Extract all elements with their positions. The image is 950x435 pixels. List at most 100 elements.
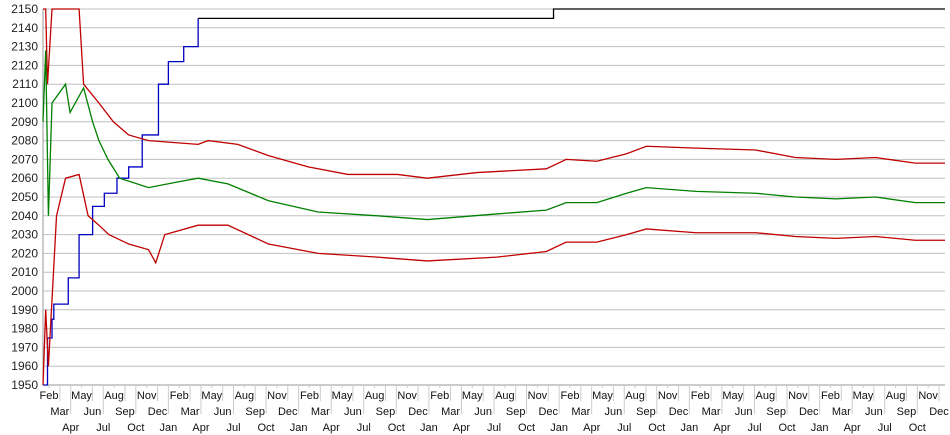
grid [43,8,945,386]
y-tick-label: 1990 [11,303,38,317]
x-tick-label: Mar [50,406,69,418]
x-tick-label: Oct [518,422,535,434]
x-tick-label: Jun [214,406,232,418]
y-tick-label: 2150 [11,2,38,16]
x-tick-label: Jan [680,422,698,434]
series-lines [42,8,945,386]
y-tick-label: 1980 [11,322,38,336]
x-tick-label: Sep [376,406,396,418]
series-line-0 [43,18,199,386]
x-tick-label: Feb [691,390,710,402]
x-tick-label: Oct [388,422,405,434]
x-tick-label: Apr [844,422,861,434]
x-tick-label: Aug [756,390,776,402]
x-tick-label: Jan [160,422,178,434]
series-line-4 [42,173,945,386]
x-tick-label: Sep [897,406,917,418]
x-tick-label: Mar [311,406,330,418]
x-tick-label: Mar [181,406,200,418]
x-tick-label: Dec [278,406,298,418]
x-tick-label: May [71,390,92,402]
x-tick-label: May [201,390,222,402]
x-tick-label: Dec [799,406,819,418]
x-tick-label: Jun [344,406,362,418]
x-tick-label: Sep [115,406,135,418]
x-tick-label: Jul [96,422,110,434]
y-tick-label: 2040 [11,209,38,223]
x-tick-label: Apr [323,422,340,434]
x-tick-label: Jul [357,422,371,434]
y-tick-label: 1970 [11,340,38,354]
x-tick-label: Dec [148,406,168,418]
x-tick-label: Jul [226,422,240,434]
x-tick-label: Jan [420,422,438,434]
y-tick-label: 2140 [11,21,38,35]
x-tick-label: Oct [127,422,144,434]
x-tick-label: Mar [702,406,721,418]
x-tick-label: Apr [62,422,79,434]
y-tick-label: 1950 [11,378,38,392]
x-tick-label: Jun [605,406,623,418]
x-tick-label: Nov [267,390,287,402]
series-line-3 [42,50,945,221]
x-axis: Feb Mar Apr May Jun Jul Aug Sep Oct Nov Dec Jan Feb M… [40,384,949,434]
y-tick-label: 2070 [11,152,38,166]
x-tick-label: Aug [495,390,515,402]
x-tick-label: Apr [192,422,209,434]
x-tick-label: Sep [636,406,656,418]
x-tick-label: Jan [550,422,568,434]
x-tick-label: Sep [506,406,526,418]
y-tick-label: 1960 [11,359,38,373]
x-tick-label: Dec [669,406,689,418]
x-tick-label: Feb [560,390,579,402]
x-tick-label: Dec [929,406,949,418]
x-tick-label: May [592,390,613,402]
x-tick-label: Mar [571,406,590,418]
x-tick-label: Jun [474,406,492,418]
x-tick-label: Sep [245,406,265,418]
x-tick-label: Feb [40,390,59,402]
x-tick-label: May [332,390,353,402]
y-tick-label: 2050 [11,190,38,204]
x-tick-label: May [462,390,483,402]
x-tick-label: Mar [441,406,460,418]
series-line-1 [198,8,945,20]
y-tick-label: 2020 [11,246,38,260]
y-axis: 1950 1960 1970 1980 1990 2000 2010 2020 2030 2040… [11,2,44,392]
y-tick-label: 2010 [11,265,38,279]
y-tick-label: 2030 [11,228,38,242]
x-tick-label: Aug [625,390,645,402]
x-tick-label: Oct [648,422,665,434]
x-tick-label: Jan [811,422,829,434]
y-tick-label: 2080 [11,134,38,148]
x-tick-label: Aug [886,390,906,402]
x-tick-label: Jun [735,406,753,418]
x-tick-label: Nov [918,390,938,402]
series-line-2 [43,8,945,179]
x-tick-label: Oct [258,422,275,434]
y-tick-label: 2000 [11,284,38,298]
x-tick-label: Dec [408,406,428,418]
x-tick-label: Apr [713,422,730,434]
y-tick-label: 2060 [11,171,38,185]
x-tick-label: Nov [658,390,678,402]
x-tick-label: Apr [583,422,600,434]
x-tick-label: Jul [878,422,892,434]
x-tick-label: Jan [290,422,308,434]
y-tick-label: 2130 [11,40,38,54]
x-tick-label: Feb [170,390,189,402]
x-tick-label: Oct [909,422,926,434]
x-tick-label: Dec [538,406,558,418]
x-tick-label: Nov [137,390,157,402]
y-tick-label: 2120 [11,58,38,72]
x-tick-label: Feb [430,390,449,402]
x-tick-label: Nov [528,390,548,402]
x-tick-label: Mar [832,406,851,418]
x-tick-label: Jul [487,422,501,434]
x-tick-label: Aug [235,390,255,402]
y-tick-label: 2090 [11,115,38,129]
x-tick-label: Apr [453,422,470,434]
x-tick-label: May [853,390,874,402]
x-tick-label: Aug [104,390,124,402]
